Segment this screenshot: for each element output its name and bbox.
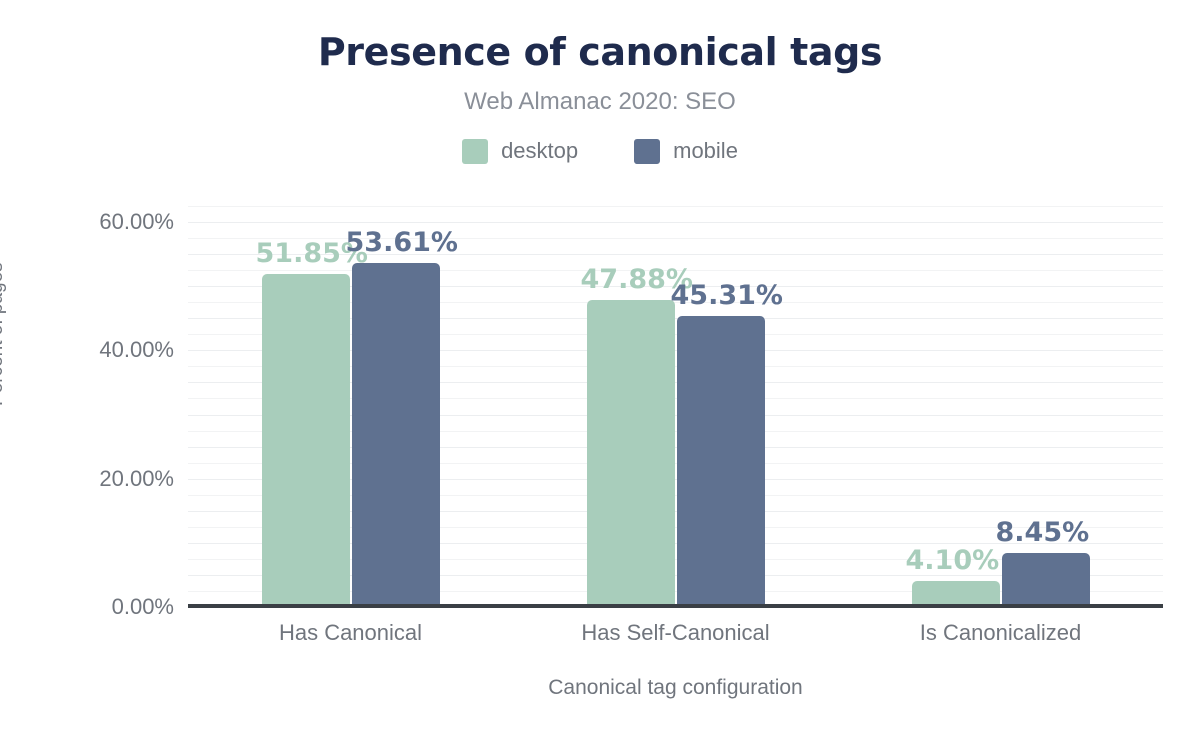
gridline xyxy=(188,334,1163,336)
gridline xyxy=(188,270,1163,272)
gridline xyxy=(188,398,1163,400)
gridline xyxy=(188,350,1163,352)
gridline xyxy=(188,574,1163,576)
bar-value-label-mobile-1: 45.31% xyxy=(670,280,783,312)
legend-item-mobile[interactable]: mobile xyxy=(634,138,738,164)
x-tick-label: Is Canonicalized xyxy=(919,620,1082,645)
gridline xyxy=(188,254,1163,256)
legend-label-desktop: desktop xyxy=(501,138,579,163)
gridline xyxy=(188,542,1163,544)
bar-mobile-2[interactable] xyxy=(1001,552,1090,607)
gridline xyxy=(188,414,1163,416)
bar-desktop-0[interactable] xyxy=(261,274,350,607)
gridline xyxy=(188,286,1163,288)
gridline xyxy=(188,382,1163,384)
gridline xyxy=(188,462,1163,464)
gridline xyxy=(188,366,1163,368)
gridline xyxy=(188,318,1163,320)
gridline xyxy=(188,222,1163,224)
gridline xyxy=(188,510,1163,512)
gridline xyxy=(188,430,1163,432)
gridline xyxy=(188,526,1163,528)
x-axis-title: Canonical tag configuration xyxy=(548,676,803,699)
x-tick-label: Has Canonical xyxy=(278,620,423,645)
gridline xyxy=(188,558,1163,560)
bar-desktop-2[interactable] xyxy=(911,580,1000,607)
bar-value-label-desktop-0: 51.85% xyxy=(255,238,368,270)
legend-swatch-desktop xyxy=(462,138,489,164)
chart-legend: desktop mobile xyxy=(0,138,1200,164)
gridline xyxy=(188,478,1163,480)
bar-value-label-desktop-1: 47.88% xyxy=(580,263,693,295)
y-tick-label: 40.00% xyxy=(99,337,174,363)
bar-mobile-0[interactable] xyxy=(351,263,440,607)
bar-value-label-mobile-0: 53.61% xyxy=(345,227,458,259)
gridline xyxy=(188,238,1163,240)
gridline xyxy=(188,302,1163,304)
plot-area xyxy=(188,206,1163,608)
gridline xyxy=(188,590,1163,592)
bar-value-label-desktop-2: 4.10% xyxy=(905,544,1000,576)
chart-subtitle: Web Almanac 2020: SEO xyxy=(464,88,736,115)
gridline xyxy=(188,446,1163,448)
bar-desktop-1[interactable] xyxy=(586,299,675,607)
legend-label-mobile: mobile xyxy=(673,138,738,163)
gridline xyxy=(188,206,1163,207)
y-tick-label: 20.00% xyxy=(99,465,174,491)
y-tick-label: 60.00% xyxy=(99,209,174,235)
x-tick-label: Has Self-Canonical xyxy=(581,620,770,645)
x-axis-baseline xyxy=(188,604,1163,608)
y-axis-title: Percent of pages xyxy=(0,262,7,406)
gridline xyxy=(188,494,1163,496)
bar-mobile-1[interactable] xyxy=(676,316,765,607)
legend-swatch-mobile xyxy=(634,138,661,164)
legend-item-desktop[interactable]: desktop xyxy=(462,138,578,164)
y-tick-label: 0.00% xyxy=(111,594,174,619)
chart-title: Presence of canonical tags xyxy=(317,30,883,74)
bar-value-label-mobile-2: 8.45% xyxy=(995,516,1090,548)
